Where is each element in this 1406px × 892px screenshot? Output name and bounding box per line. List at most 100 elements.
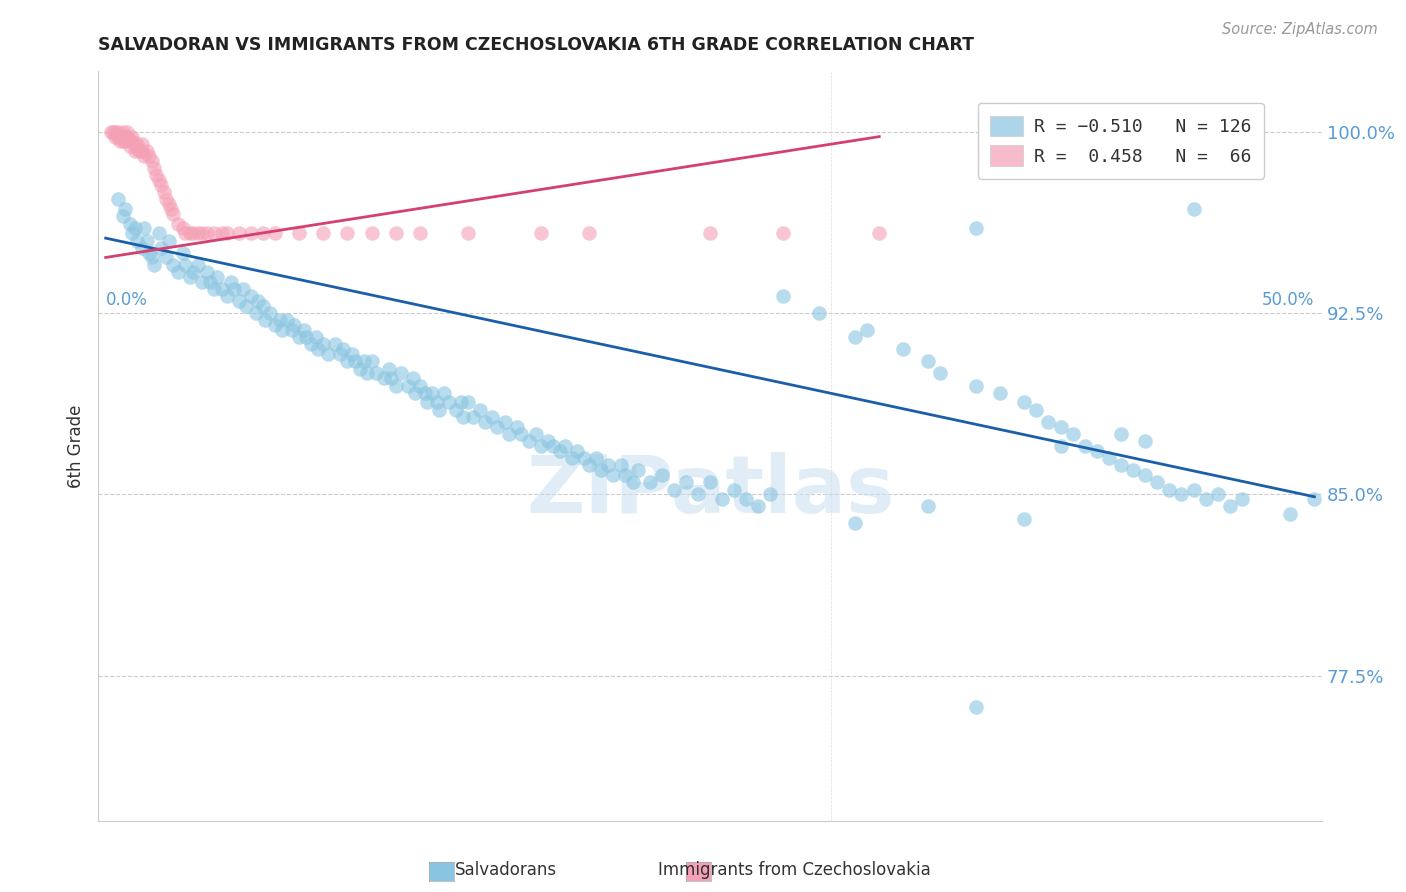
Point xyxy=(1025,402,1047,417)
Point xyxy=(305,330,328,344)
Point xyxy=(988,385,1011,400)
Point xyxy=(662,483,685,497)
Point xyxy=(111,129,134,144)
Point xyxy=(329,347,352,361)
Point xyxy=(167,265,190,279)
Point xyxy=(844,330,866,344)
Point xyxy=(152,185,174,199)
Point xyxy=(195,265,218,279)
Point xyxy=(389,367,412,381)
Point xyxy=(1014,511,1036,525)
Point xyxy=(409,378,432,392)
Point xyxy=(437,395,460,409)
Point xyxy=(772,227,794,241)
Point xyxy=(174,227,197,241)
Text: ZIPatlas: ZIPatlas xyxy=(526,452,894,530)
Point xyxy=(1219,500,1241,514)
Point xyxy=(638,475,661,490)
Point xyxy=(578,227,600,241)
Point xyxy=(198,275,221,289)
Point xyxy=(404,385,426,400)
Point xyxy=(307,343,329,357)
Point xyxy=(578,458,600,473)
Point xyxy=(868,227,890,241)
Point xyxy=(517,434,540,449)
Point xyxy=(530,227,553,241)
Point xyxy=(844,516,866,531)
Point xyxy=(548,443,571,458)
Point xyxy=(271,323,294,337)
Point xyxy=(1170,487,1192,501)
Point xyxy=(1038,415,1060,429)
Point xyxy=(143,161,166,175)
Point xyxy=(505,419,527,434)
Point xyxy=(204,227,226,241)
Point xyxy=(530,439,553,453)
Point xyxy=(413,385,436,400)
Point xyxy=(1049,419,1071,434)
Point xyxy=(134,149,156,163)
Point xyxy=(235,299,257,313)
Y-axis label: 6th Grade: 6th Grade xyxy=(67,404,86,488)
Point xyxy=(807,306,830,320)
Point xyxy=(131,241,153,255)
Point xyxy=(481,409,503,424)
Point xyxy=(148,173,170,187)
Point xyxy=(332,343,354,357)
Point xyxy=(1159,483,1181,497)
Point xyxy=(131,144,153,158)
Point xyxy=(336,227,359,241)
Point xyxy=(141,153,163,168)
Point xyxy=(228,293,250,308)
Point xyxy=(343,354,366,368)
Point xyxy=(162,258,184,272)
Point xyxy=(114,135,136,149)
Point xyxy=(128,144,150,158)
Point xyxy=(323,337,346,351)
Point xyxy=(121,227,143,241)
Point xyxy=(1279,507,1302,521)
Point xyxy=(396,378,419,392)
Point xyxy=(172,245,194,260)
Point xyxy=(360,354,382,368)
Point xyxy=(541,439,564,453)
Text: Salvadorans: Salvadorans xyxy=(456,861,557,879)
Point xyxy=(312,337,335,351)
Point xyxy=(269,313,291,327)
Point xyxy=(232,282,254,296)
Point xyxy=(377,361,399,376)
Point xyxy=(609,458,631,473)
Point xyxy=(191,227,214,241)
Point xyxy=(157,197,180,211)
Point xyxy=(186,258,208,272)
Point xyxy=(150,178,173,192)
Point xyxy=(211,227,233,241)
Point xyxy=(118,217,141,231)
Point xyxy=(254,313,277,327)
Point xyxy=(121,129,143,144)
Point xyxy=(127,136,149,151)
Point xyxy=(1146,475,1168,490)
Point xyxy=(426,395,449,409)
Point xyxy=(1098,451,1121,466)
Point xyxy=(444,402,467,417)
Point xyxy=(917,354,939,368)
Point xyxy=(626,463,648,477)
Point xyxy=(172,221,194,235)
Point xyxy=(463,409,485,424)
Point xyxy=(264,227,287,241)
Point xyxy=(554,439,576,453)
Point xyxy=(107,193,129,207)
Point xyxy=(157,234,180,248)
Point xyxy=(252,227,274,241)
Point xyxy=(160,202,183,216)
Point xyxy=(111,125,134,139)
Point xyxy=(1074,439,1097,453)
Point xyxy=(574,451,596,466)
Point xyxy=(312,227,335,241)
Text: 0.0%: 0.0% xyxy=(105,291,148,309)
Point xyxy=(295,330,318,344)
Point xyxy=(598,458,620,473)
Point xyxy=(118,135,141,149)
Point xyxy=(174,258,197,272)
